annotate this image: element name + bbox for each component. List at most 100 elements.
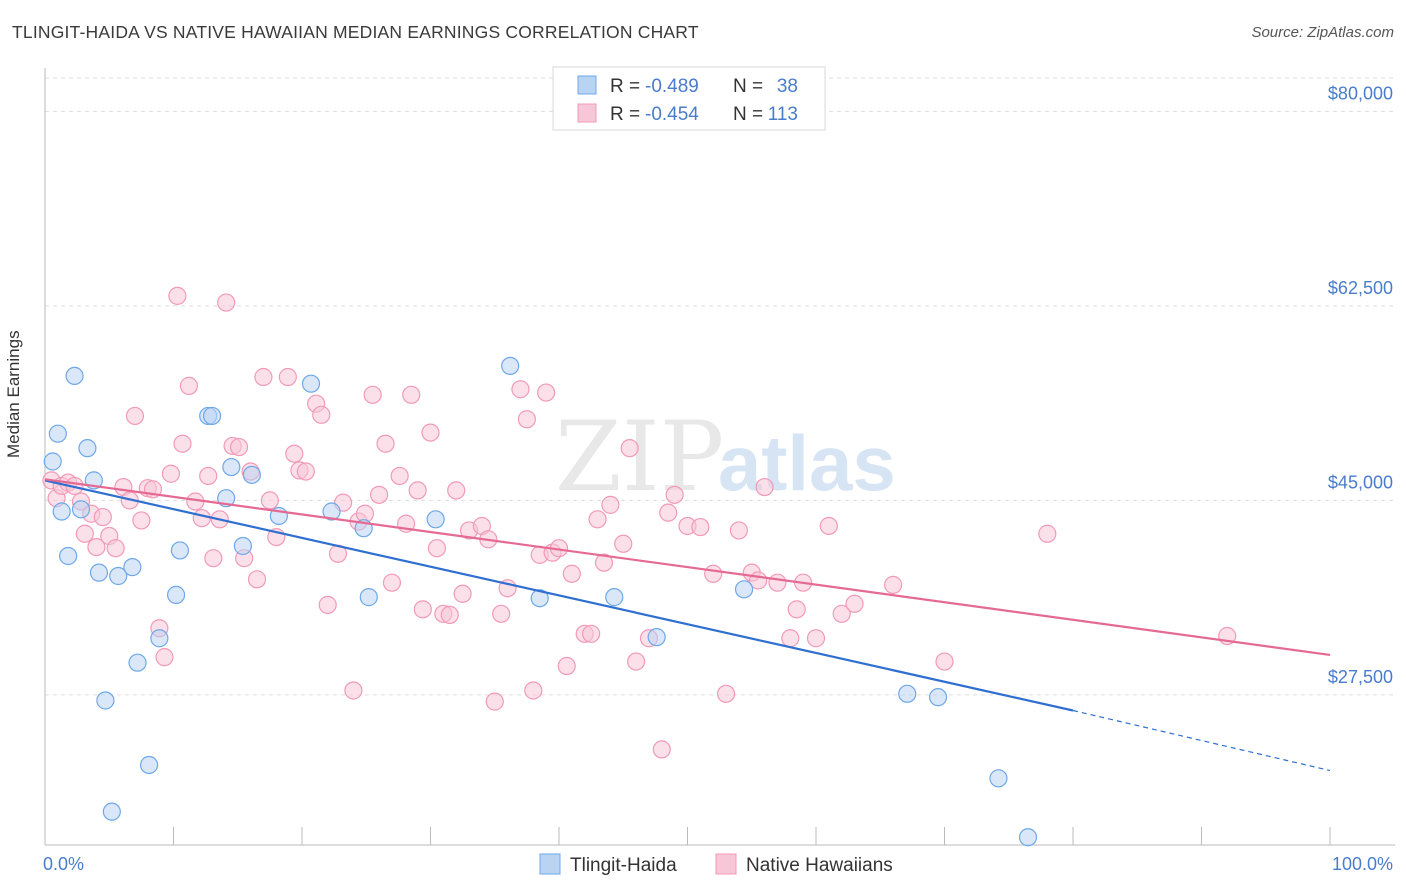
data-point [254,367,273,387]
x-tick-label-max: 100.0% [1332,854,1393,874]
data-point [233,536,252,556]
data-point [704,564,723,583]
data-point [819,516,838,536]
data-point [285,444,304,463]
watermark-zip: ZIP [555,401,724,513]
data-point [408,481,427,500]
legend-r-value: -0.454 [645,104,699,125]
data-point [440,605,459,625]
data-point [296,462,315,481]
data-point [301,374,321,393]
data-point [217,293,236,312]
legend-swatch-blue [577,75,597,95]
data-point [89,563,109,582]
data-point [511,380,530,399]
data-point [359,588,378,607]
data-point [229,437,249,457]
data-point [150,629,169,648]
data-point [59,546,78,566]
trend-line-pink [44,478,1331,657]
series-native-hawaiians [42,286,1237,759]
legend-n-value: 113 [768,104,798,125]
grid-lines [45,77,1395,696]
data-point [832,604,851,623]
legend-n-label: N = [733,76,763,97]
data-point [75,524,94,543]
data-point [179,376,199,396]
y-tick-label-3: $80,000 [1328,83,1393,103]
legend-swatch-pink [577,103,597,123]
stats-legend-box [552,66,826,131]
data-point [202,406,222,426]
data-point [716,684,736,703]
data-point [390,466,409,486]
data-point [935,652,954,671]
data-point [614,534,633,553]
data-point [1038,524,1057,543]
legend-series-name: Tlingit-Haida [570,855,677,876]
data-point [199,466,218,486]
data-point [768,573,787,592]
data-point [426,510,445,529]
data-point [427,539,447,558]
data-point [93,507,112,527]
data-point [312,405,331,424]
data-point [734,580,754,599]
data-point [562,564,581,583]
data-point [883,575,903,594]
data-point [155,648,174,667]
data-point [52,502,71,521]
data-point [78,439,97,458]
data-point [806,629,826,648]
legend-r-label: R = [610,104,640,125]
data-point [370,485,389,504]
data-point [125,406,145,426]
data-point [402,385,421,404]
data-point [102,802,121,821]
trend-extension-blue [1072,709,1331,772]
data-point [620,439,639,458]
data-point [166,585,186,604]
data-point [787,600,806,619]
source-label: Source: ZipAtlas.com [1251,24,1394,41]
data-point [260,491,279,510]
data-point [453,584,472,603]
data-point [173,434,192,453]
data-point [898,684,917,703]
data-point [1018,828,1038,847]
data-point [647,628,666,647]
tick-labels: $27,500 $45,000 $62,500 $80,000 0.0% 100.0% [43,83,1393,874]
legend-n-label: N = [733,104,763,125]
legend-r-value: -0.489 [645,76,699,97]
stats-legend: R = -0.489 N = 38 R = -0.454 N = 113 [552,66,826,131]
watermark-atlas: atlas [718,419,896,507]
data-point [168,286,187,305]
data-point [492,604,511,623]
data-point [106,539,125,558]
legend-r-label: R = [610,76,640,97]
data-point [601,495,620,514]
data-point [530,589,549,608]
data-point [665,485,684,504]
chart-title: TLINGIT-HAIDA VS NATIVE HAWAIIAN MEDIAN … [12,22,699,42]
data-point [845,594,864,613]
data-point [278,367,297,387]
trend-lines [44,478,1331,772]
data-point [43,452,62,471]
series-legend: Tlingit-Haida Native Hawaiians [539,853,893,876]
data-point [344,681,363,700]
data-point [109,566,128,586]
watermark: ZIP atlas [555,401,896,513]
data-point [588,510,607,529]
data-point [71,500,91,519]
data-point [170,541,190,560]
data-point [755,477,774,497]
legend-swatch-blue [539,853,561,875]
data-point [96,691,115,710]
data-point [318,595,337,614]
data-point [65,366,84,386]
data-point [517,410,536,429]
data-point [128,653,147,672]
data-point [557,656,576,676]
